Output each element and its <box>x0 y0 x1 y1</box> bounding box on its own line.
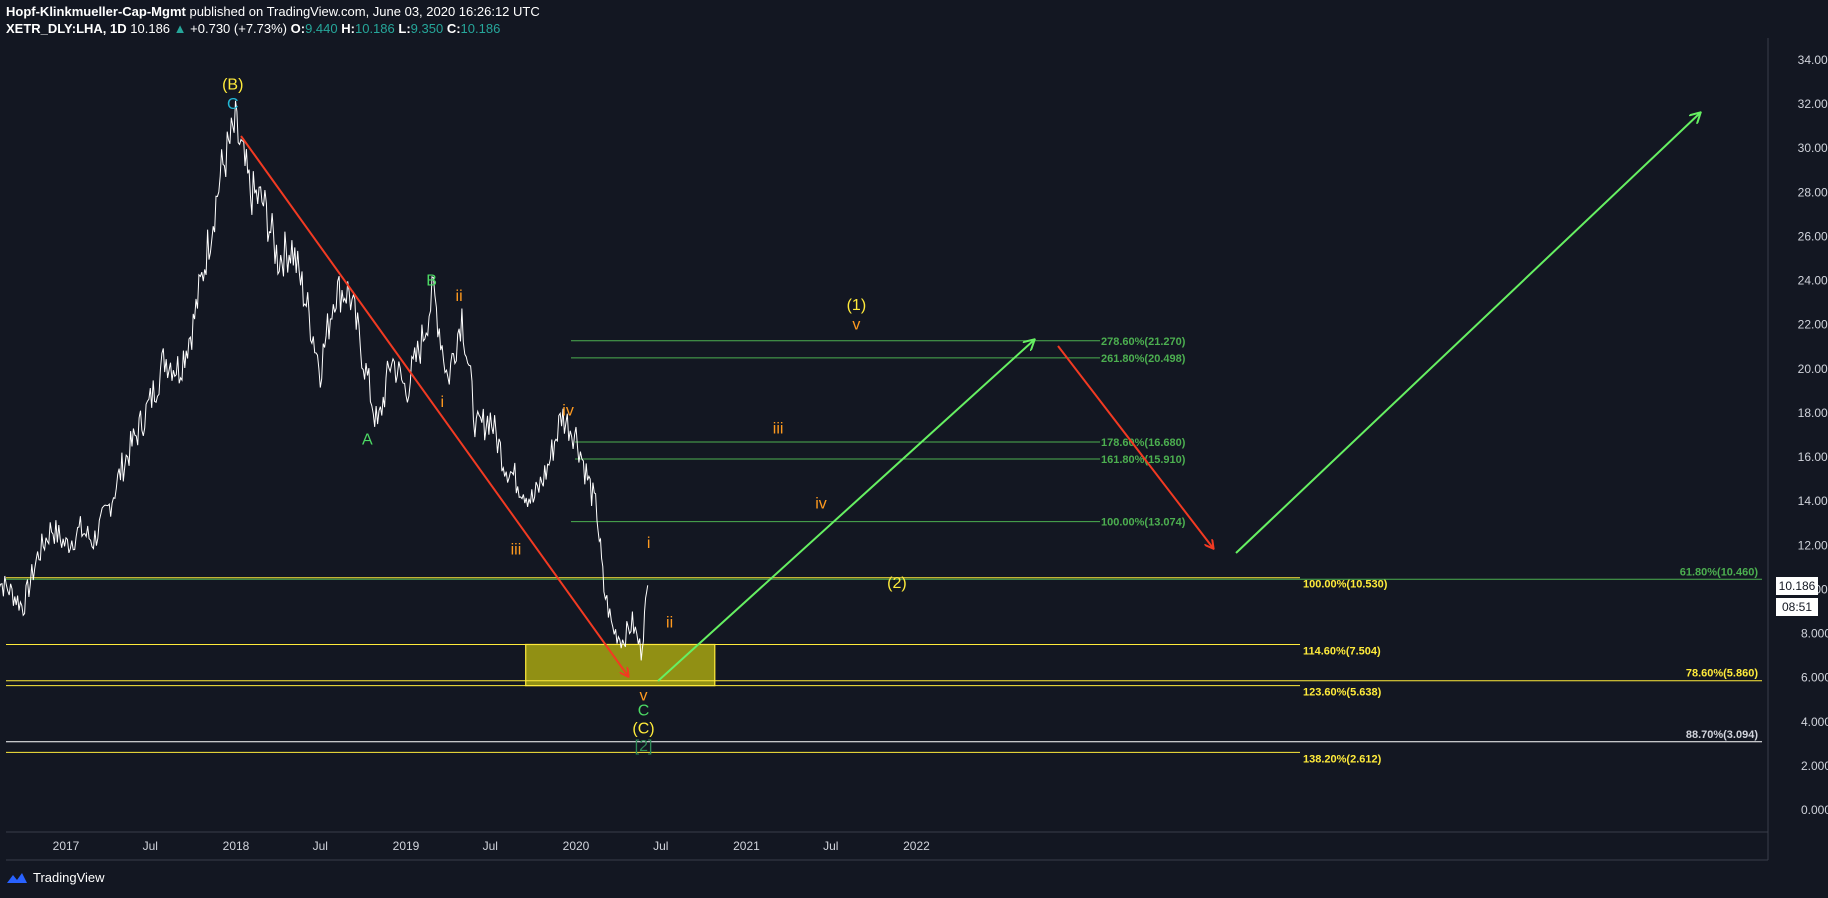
price-badge-timer: 08:51 <box>1782 600 1812 614</box>
y-tick-label: 20.000 <box>1798 362 1828 376</box>
y-tick-label: 32.000 <box>1798 97 1828 111</box>
y-axis: 34.000 32.000 30.000 28.000 26.000 24.000 22.0… <box>1798 53 1828 817</box>
x-tick-label: Jul <box>143 839 158 853</box>
y-tick-label: 6.000 <box>1801 671 1828 685</box>
fib-label: 100.00%(10.530) <box>1303 579 1388 591</box>
target-arrow <box>1235 113 1700 554</box>
fib-label: 261.80%(20.498) <box>1101 353 1186 365</box>
publish-info: Hopf-Klinkmueller-Cap-Mgmt published on … <box>6 4 540 19</box>
correction-arrow <box>1057 345 1213 548</box>
wave-label: (1) <box>847 297 867 314</box>
fib-label: 61.80%(10.460) <box>1680 566 1759 578</box>
tradingview-brand: TradingView <box>33 870 105 885</box>
y-tick-label: 18.000 <box>1798 406 1828 420</box>
wave-label: (C) <box>632 720 654 737</box>
open-label: O: <box>290 21 306 36</box>
wave-label: iv <box>815 495 827 512</box>
wave-label: ii <box>666 615 673 632</box>
wave-label: A <box>362 431 373 448</box>
x-tick-label: 2020 <box>563 839 590 853</box>
wave-label: C <box>227 96 239 113</box>
last-price: 10.186 <box>130 21 171 36</box>
y-tick-label: 14.000 <box>1798 494 1828 508</box>
fib-levels: 278.60%(21.270) 261.80%(20.498) 178.60%(16… <box>6 336 1762 765</box>
tradingview-footer[interactable]: TradingView <box>6 870 105 885</box>
symbol-info: XETR_DLY:LHA, 1D 10.186 ▲ +0.730 (+7.73%… <box>6 21 500 36</box>
wave-label: v <box>640 687 648 704</box>
y-tick-label: 34.000 <box>1798 53 1828 67</box>
x-tick-label: 2021 <box>733 839 760 853</box>
y-tick-label: 12.000 <box>1798 538 1828 552</box>
fib-label: 78.60%(5.860) <box>1686 668 1758 680</box>
price-series <box>0 100 649 661</box>
x-tick-label: 2018 <box>223 839 250 853</box>
tradingview-logo-icon <box>7 872 27 883</box>
fib-label: 138.20%(2.612) <box>1303 753 1382 765</box>
projection-arrows <box>240 113 1700 682</box>
low-label: L: <box>398 21 411 36</box>
y-tick-label: 2.000 <box>1801 759 1828 773</box>
close-label: C: <box>446 21 461 36</box>
x-axis: 2017 Jul 2018 Jul 2019 Jul 2020 Jul 2021 Jul 2022 <box>53 839 930 853</box>
y-tick-label: 16.000 <box>1798 450 1828 464</box>
wave-label: i <box>441 394 445 411</box>
publisher-name: Hopf-Klinkmueller-Cap-Mgmt <box>6 4 186 19</box>
fib-label: 178.60%(16.680) <box>1101 437 1186 449</box>
fib-label: 278.60%(21.270) <box>1101 336 1186 348</box>
high-label: H: <box>341 21 355 36</box>
fib-label: 114.60%(7.504) <box>1303 645 1381 657</box>
y-tick-label: 24.000 <box>1798 274 1828 288</box>
price-change: +0.730 (+7.73%) <box>190 21 288 36</box>
decline-arrow <box>240 135 628 676</box>
wave-label: iii <box>511 542 522 559</box>
wave-label: C <box>638 703 650 720</box>
price-line <box>0 100 649 661</box>
y-tick-label: 8.000 <box>1801 627 1828 641</box>
wave-label: B <box>426 273 437 290</box>
fib-label: 88.70%(3.094) <box>1686 729 1758 741</box>
open-value: 9.440 <box>305 21 338 36</box>
x-tick-label: Jul <box>823 839 838 853</box>
wave-label: iv <box>562 403 574 420</box>
fib-label: 100.00%(13.074) <box>1101 517 1186 529</box>
fib-label: 123.60%(5.638) <box>1303 687 1382 699</box>
x-tick-label: 2017 <box>53 839 80 853</box>
y-tick-label: 4.000 <box>1801 715 1828 729</box>
x-tick-label: Jul <box>313 839 328 853</box>
published-text: published on TradingView.com, June 03, 2… <box>189 4 540 19</box>
y-tick-label: 0.000 <box>1801 803 1828 817</box>
y-tick-label: 22.000 <box>1798 318 1828 332</box>
up-triangle-icon: ▲ <box>173 21 187 36</box>
wave-label: iii <box>773 420 784 437</box>
low-value: 9.350 <box>410 21 444 36</box>
close-value: 10.186 <box>460 21 501 36</box>
x-tick-label: Jul <box>653 839 668 853</box>
wave-label: (2) <box>887 575 907 592</box>
x-tick-label: Jul <box>483 839 498 853</box>
wave-label: ii <box>456 288 463 305</box>
high-value: 10.186 <box>354 21 395 36</box>
price-badge-value: 10.186 <box>1779 579 1816 593</box>
fib-label: 161.80%(15.910) <box>1101 454 1186 466</box>
y-tick-label: 30.000 <box>1798 141 1828 155</box>
price-badge: 10.186 08:51 <box>1776 577 1818 616</box>
wave-label: v <box>852 317 860 334</box>
chart-frame <box>6 38 1769 861</box>
x-tick-label: 2019 <box>393 839 420 853</box>
x-tick-label: 2022 <box>903 839 930 853</box>
impulse-arrow <box>657 340 1034 682</box>
wave-label: (B) <box>222 76 243 93</box>
wave-label: [2] <box>635 738 653 755</box>
symbol-name: XETR_DLY:LHA, 1D <box>6 21 127 36</box>
y-tick-label: 26.000 <box>1798 229 1828 243</box>
wave-label: i <box>647 535 651 552</box>
y-tick-label: 28.000 <box>1798 185 1828 199</box>
